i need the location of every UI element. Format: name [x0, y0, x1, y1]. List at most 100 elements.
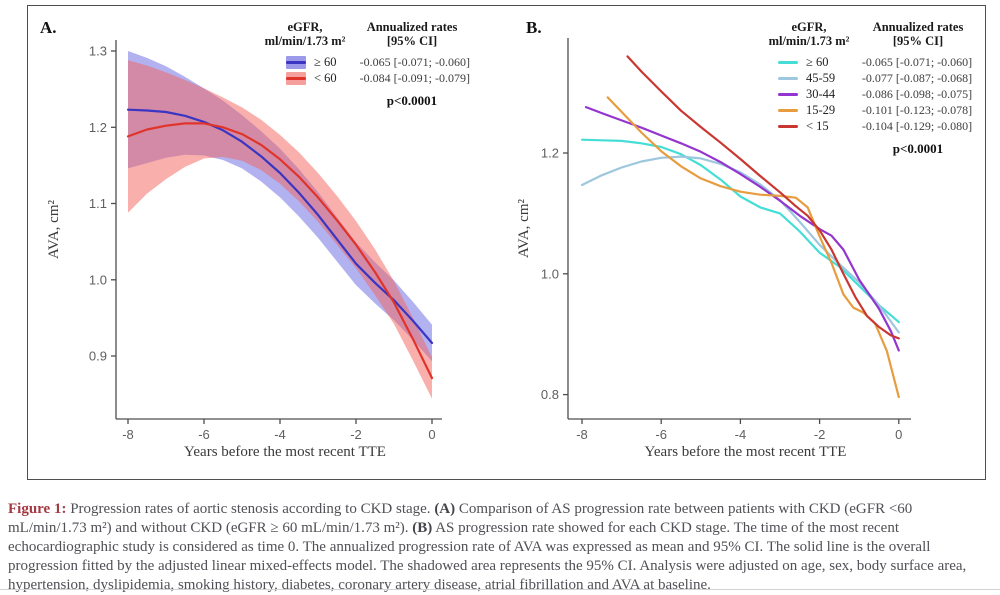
- x-tick-label: -4: [735, 427, 747, 442]
- legend-rate-value: -0.086 [-0.098; -0.075]: [861, 86, 973, 101]
- figure-caption: Figure 1: Progression rates of aortic st…: [8, 500, 994, 595]
- legend-swatch-icon: [286, 71, 306, 85]
- legend-egfr-header: eGFR, ml/min/1.73 m²: [256, 20, 354, 48]
- legend-rates-header-line2: [95% CI]: [386, 34, 438, 48]
- y-axis-title: AVA, cm²: [516, 199, 532, 258]
- legend-line-icon: [778, 60, 798, 64]
- caption-segment: (B): [412, 520, 433, 536]
- legend-row: 45-59 -0.077 [-0.087; -0.068]: [778, 70, 980, 86]
- x-tick-label: -4: [274, 427, 286, 442]
- legend-rate-value: -0.065 [-0.071; -0.060]: [861, 54, 973, 69]
- panel-b: -8 -6 -4 -2 0 1.2 1.0 0.8 Years before the most …: [506, 6, 985, 479]
- legend-line-icon: [286, 60, 306, 64]
- legend-headers: eGFR, ml/min/1.73 m² Annualized rates [9…: [766, 20, 980, 52]
- series-line: [584, 105, 900, 352]
- x-axis-title: Years before the most recent TTE: [184, 444, 386, 460]
- y-tick-label: 1.2: [89, 120, 107, 135]
- legend-label: 30-44: [806, 86, 836, 101]
- y-tick-label: 1.3: [89, 44, 107, 59]
- series-line: [580, 138, 900, 324]
- x-axis-title: Years before the most recent TTE: [645, 444, 847, 460]
- legend-line-icon: [778, 92, 798, 96]
- legend-line-icon: [778, 124, 798, 128]
- legend-line-icon: [778, 108, 798, 112]
- legend-swatch-icon: [778, 88, 798, 101]
- legend-line-icon: [286, 76, 306, 80]
- y-axis-title: AVA, cm²: [46, 200, 62, 259]
- ci-band: [128, 60, 432, 399]
- series-line: [580, 155, 900, 334]
- x-tick-label: -6: [198, 427, 210, 442]
- panel-a-chart: -8 -6 -4 -2 0 1.3 1.2 1.1 1.0 0.9 Years before the…: [46, 40, 442, 460]
- legend-egfr-header-line1: eGFR,: [791, 20, 827, 34]
- panel-b-legend: eGFR, ml/min/1.73 m² Annualized rates [9…: [766, 20, 980, 157]
- legend-swatch-icon: [778, 72, 798, 85]
- legend-rates-header: Annualized rates [95% CI]: [856, 20, 980, 48]
- legend-label: ≥ 60: [314, 54, 337, 69]
- y-tick-label: 0.8: [541, 387, 559, 402]
- x-tick-label: -2: [814, 427, 826, 442]
- y-tick-label: 0.9: [89, 349, 107, 364]
- legend-egfr-header-line2: ml/min/1.73 m²: [264, 34, 346, 48]
- figure-image: -8 -6 -4 -2 0 1.3 1.2 1.1 1.0 0.9 Years before the…: [27, 5, 986, 480]
- legend-rows: ≥ 60 -0.065 [-0.071; -0.060] < 60 -0.084 [-…: [256, 54, 470, 86]
- y-tick-label: 1.0: [541, 266, 559, 281]
- y-tick-label: 1.2: [541, 146, 559, 161]
- legend-row: 30-44 -0.086 [-0.098; -0.075]: [778, 86, 980, 102]
- y-tick-label: 1.0: [89, 272, 107, 287]
- panel-a-label: A.: [40, 18, 57, 37]
- legend-rate-value: -0.101 [-0.123; -0.078]: [861, 102, 973, 117]
- legend-swatch-icon: [778, 104, 798, 117]
- series-line: [606, 96, 900, 399]
- x-tick-label: -8: [122, 427, 134, 442]
- legend-egfr-header-line1: eGFR,: [287, 20, 323, 34]
- caption-segment: Comparison of AS progression rate betwee…: [8, 501, 913, 536]
- panel-b-label: B.: [526, 18, 542, 37]
- legend-rate-value: -0.065 [-0.071; -0.060]: [359, 54, 470, 69]
- legend-rates-header-line2: [95% CI]: [892, 34, 944, 48]
- panel-a-legend: eGFR, ml/min/1.73 m² Annualized rates [9…: [256, 20, 470, 109]
- legend-rate-value: -0.104 [-0.129; -0.080]: [861, 118, 973, 133]
- legend-rate-value: -0.084 [-0.091; -0.079]: [359, 70, 470, 85]
- legend-row: < 60 -0.084 [-0.091; -0.079]: [286, 70, 470, 86]
- legend-rows: ≥ 60 -0.065 [-0.071; -0.060] 45-59 -0.077 […: [766, 54, 980, 134]
- legend-row: 15-29 -0.101 [-0.123; -0.078]: [778, 102, 980, 118]
- legend-label: < 15: [806, 118, 829, 133]
- x-tick-label: -8: [576, 427, 588, 442]
- legend-label: 15-29: [806, 102, 836, 117]
- y-tick-label: 1.1: [89, 196, 107, 211]
- page-divider: [0, 589, 1000, 590]
- caption-segment: Progression rates of aortic stenosis acc…: [66, 501, 435, 517]
- legend-swatch-icon: [778, 120, 798, 133]
- legend-row: ≥ 60 -0.065 [-0.071; -0.060]: [778, 54, 980, 70]
- legend-egfr-header: eGFR, ml/min/1.73 m²: [766, 20, 852, 48]
- legend-row: < 15 -0.104 [-0.129; -0.080]: [778, 118, 980, 134]
- x-tick-label: 0: [895, 427, 902, 442]
- legend-rate-value: -0.077 [-0.087; -0.068]: [861, 70, 973, 85]
- x-tick-label: 0: [428, 427, 435, 442]
- x-tick-label: -2: [350, 427, 362, 442]
- p-value: p<0.0001: [386, 93, 438, 108]
- legend-headers: eGFR, ml/min/1.73 m² Annualized rates [9…: [256, 20, 470, 52]
- legend-rates-header-line1: Annualized rates: [366, 20, 458, 34]
- legend-label: < 60: [314, 70, 337, 85]
- legend-swatch-icon: [286, 55, 306, 69]
- legend-label: 45-59: [806, 70, 836, 85]
- series-line: [126, 108, 434, 345]
- legend-label: ≥ 60: [806, 54, 829, 69]
- panel-a: -8 -6 -4 -2 0 1.3 1.2 1.1 1.0 0.9 Years before the…: [28, 6, 506, 479]
- series-line: [126, 122, 434, 380]
- caption-segment: (A): [434, 501, 456, 517]
- legend-line-icon: [778, 76, 798, 80]
- p-value: p<0.0001: [892, 141, 944, 156]
- legend-rates-header-line1: Annualized rates: [872, 20, 964, 34]
- series-line: [626, 55, 900, 340]
- panel-b-chart: -8 -6 -4 -2 0 1.2 1.0 0.8 Years before the most …: [516, 38, 911, 460]
- legend-egfr-header-line2: ml/min/1.73 m²: [768, 34, 850, 48]
- legend-swatch-icon: [778, 56, 798, 69]
- caption-segment: Figure 1:: [8, 501, 67, 517]
- legend-rates-header: Annualized rates [95% CI]: [354, 20, 470, 48]
- x-tick-label: -6: [655, 427, 667, 442]
- legend-row: ≥ 60 -0.065 [-0.071; -0.060]: [286, 54, 470, 70]
